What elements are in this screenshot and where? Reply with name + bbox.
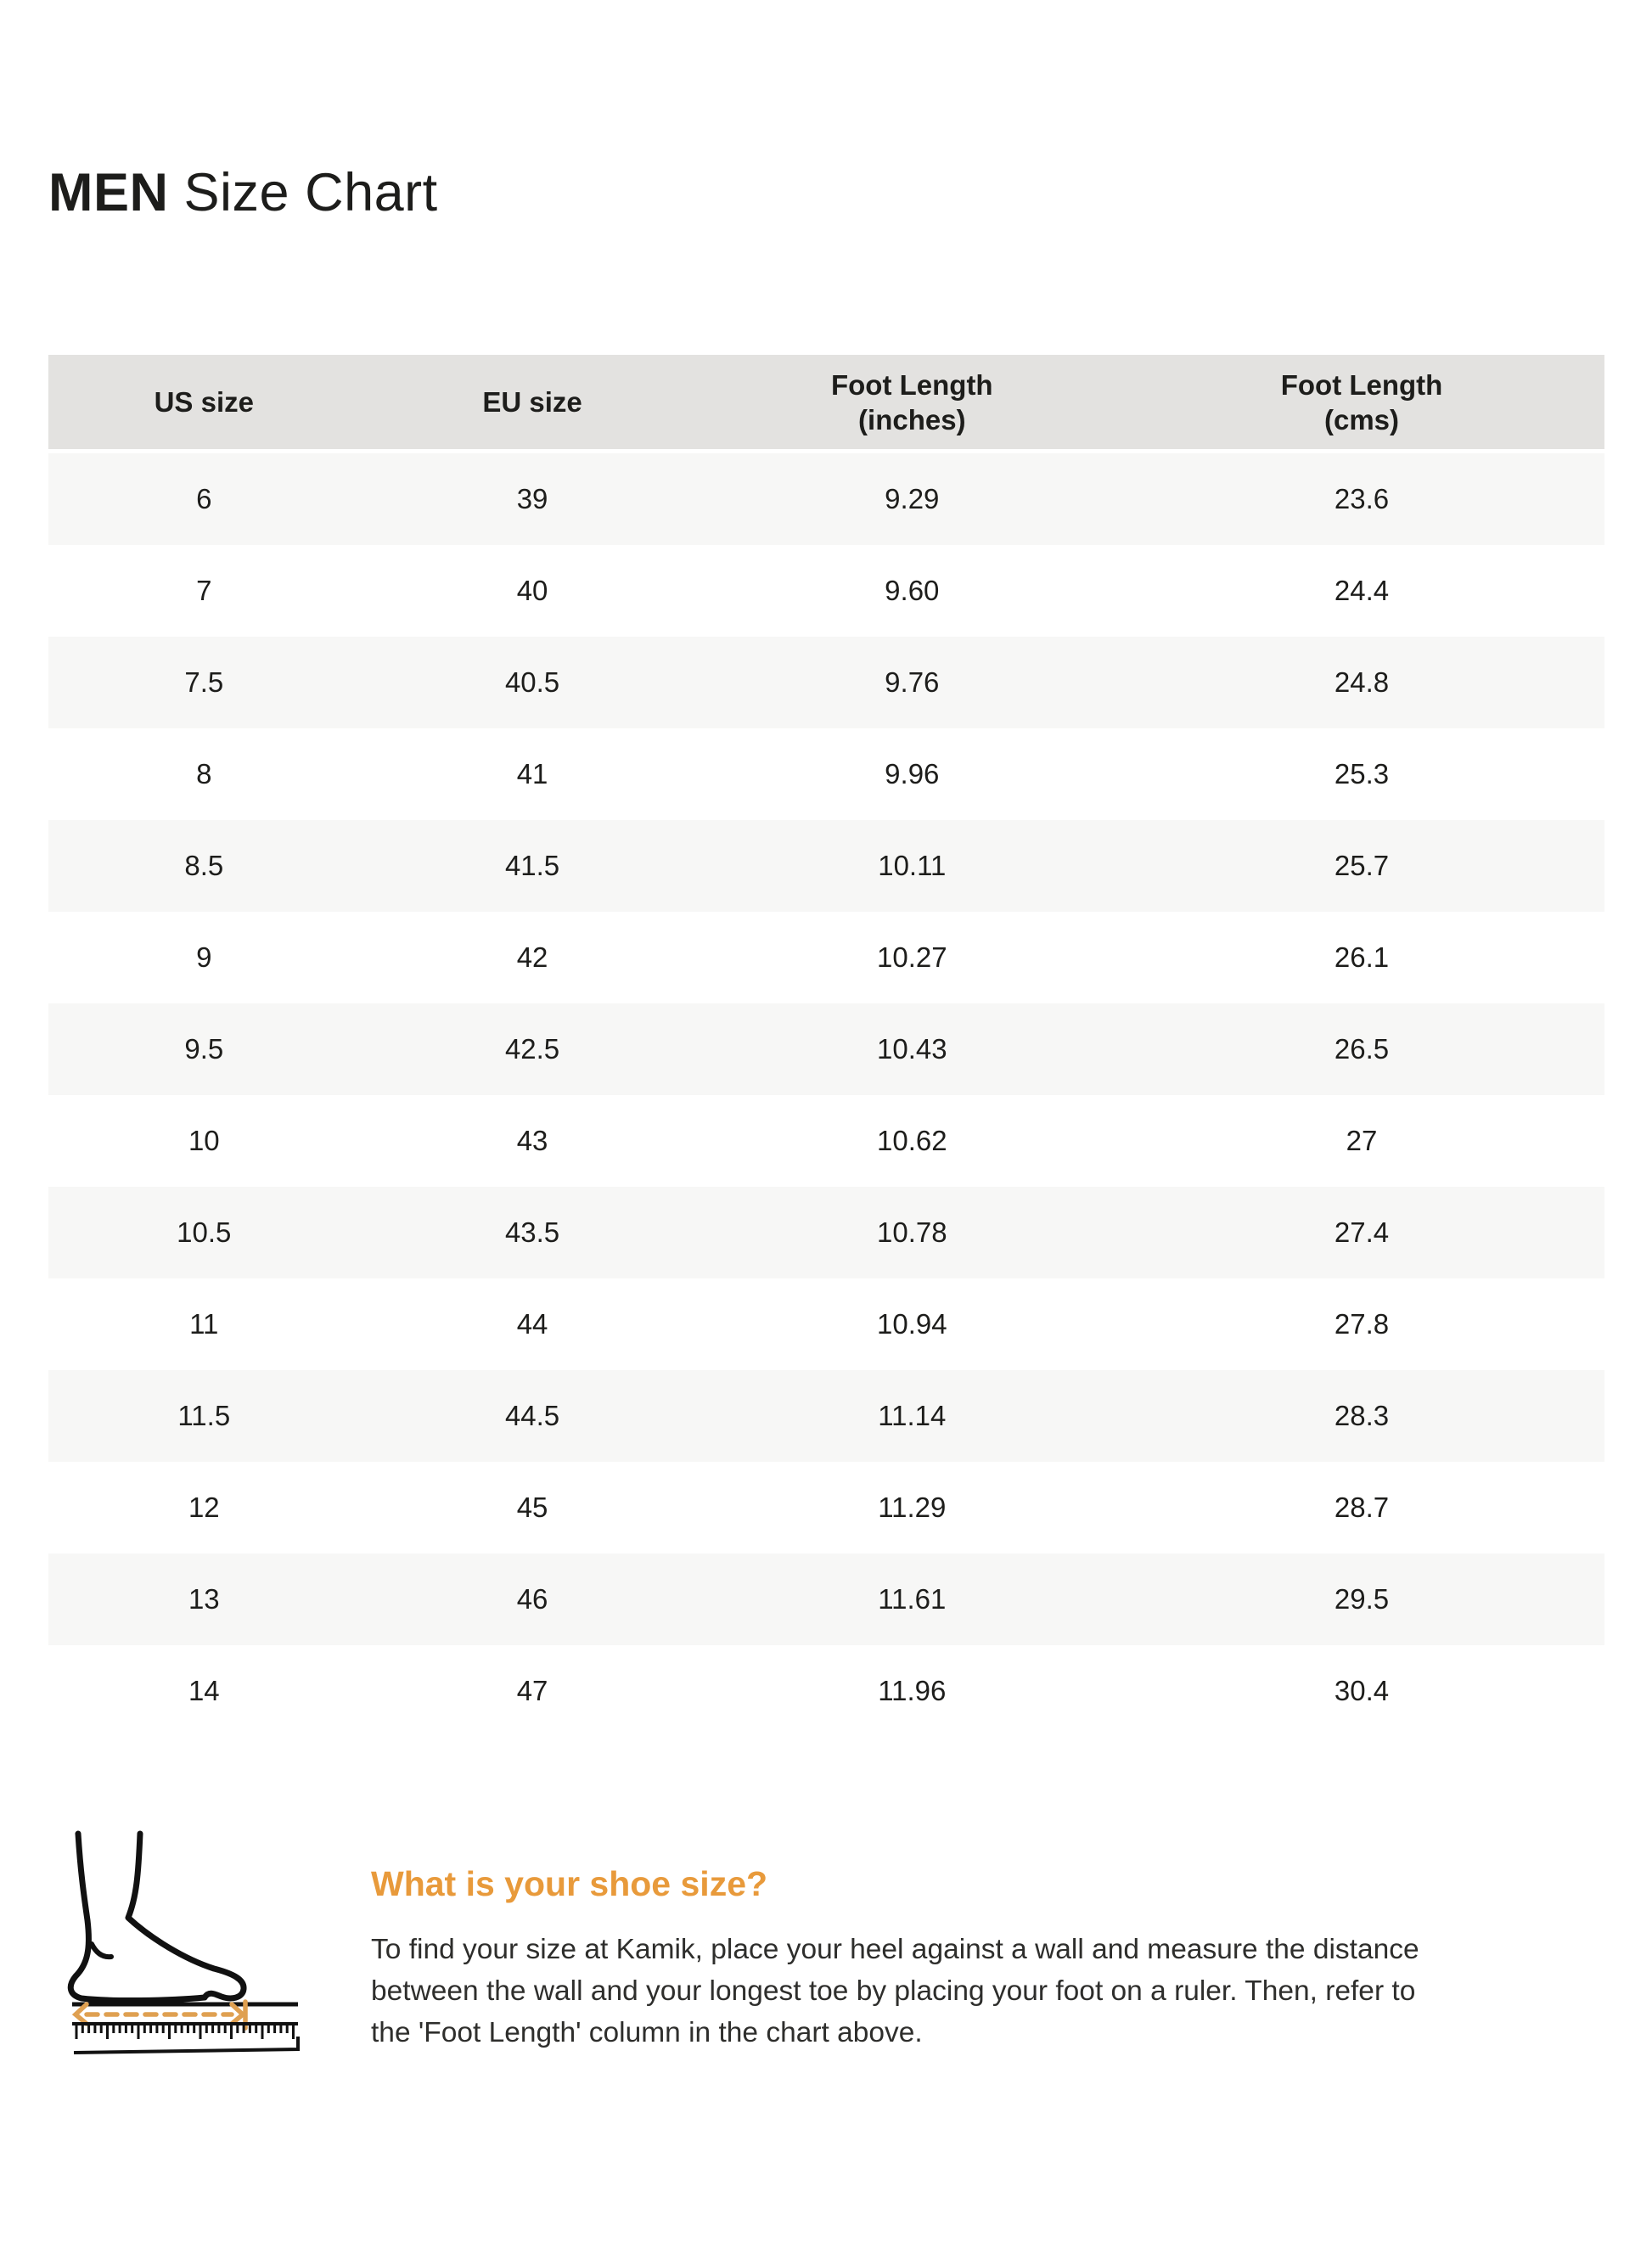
page-title-rest: Size Chart — [183, 163, 438, 222]
table-cell: 11.96 — [878, 1675, 947, 1706]
page-title-gender: MEN — [48, 163, 169, 222]
foot-outline-front — [125, 1830, 247, 2002]
table-cell: 9.60 — [885, 575, 940, 606]
header-cell: US size — [154, 386, 254, 418]
table-cell: 7.5 — [184, 666, 224, 698]
table-cell: 11.29 — [878, 1492, 947, 1523]
footer-heading: What is your shoe size? — [371, 1864, 768, 1903]
table-cell: 28.7 — [1334, 1492, 1390, 1523]
table-row: 9.5 42.5 10.43 26.5 — [48, 1003, 1604, 1095]
table-cell: 40.5 — [504, 666, 560, 698]
table-cell: 9.96 — [885, 758, 940, 789]
table-cell: 27.4 — [1334, 1216, 1390, 1248]
table-cell: 40 — [516, 575, 548, 606]
table-cell: 26.1 — [1334, 941, 1390, 973]
table-cell: 9.5 — [184, 1033, 224, 1065]
paragraph-line: To find your size at Kamik, place your h… — [371, 1934, 1419, 1965]
table-cell: 29.5 — [1334, 1583, 1390, 1615]
table-cell: 30.4 — [1334, 1675, 1390, 1706]
header-cell: Foot Length (inches) — [830, 368, 993, 435]
table-cell: 24.8 — [1334, 666, 1390, 698]
table-cell: 43 — [516, 1125, 548, 1156]
table-cell: 47 — [516, 1675, 548, 1706]
table-cell: 7 — [196, 575, 212, 606]
table-cell: 42 — [516, 941, 548, 973]
table-row: 10 43 10.62 27 — [48, 1095, 1604, 1187]
table-cell: 14 — [188, 1675, 220, 1706]
table-cell: 41.5 — [504, 850, 560, 881]
foot-outline-heel — [67, 1830, 208, 2004]
paragraph-line: the 'Foot Length' column in the chart ab… — [371, 2017, 923, 2048]
table-cell: 11 — [189, 1308, 219, 1340]
table-row: 7 40 9.60 24.4 — [48, 545, 1604, 637]
table-cell: 44.5 — [504, 1400, 560, 1431]
table-row: 6 39 9.29 23.6 — [48, 453, 1604, 545]
table-cell: 24.4 — [1334, 575, 1390, 606]
table-cell: 8 — [196, 758, 212, 789]
table-row: 11.5 44.5 11.14 28.3 — [48, 1370, 1604, 1462]
table-cell: 11.14 — [878, 1400, 947, 1431]
table-cell: 43.5 — [504, 1216, 560, 1248]
table-cell: 10.5 — [177, 1216, 232, 1248]
table-cell: 6 — [196, 483, 212, 514]
table-cell: 45 — [516, 1492, 548, 1523]
table-row: 8 41 9.96 25.3 — [48, 728, 1604, 820]
table-row: 7.5 40.5 9.76 24.8 — [48, 637, 1604, 728]
table-cell: 25.7 — [1334, 850, 1390, 881]
table-cell: 8.5 — [184, 850, 224, 881]
ruler-ticks — [75, 2025, 295, 2039]
table-row: 9 42 10.27 26.1 — [48, 912, 1604, 1003]
table-cell: 10.11 — [878, 850, 947, 881]
paragraph-line: between the wall and your longest toe by… — [371, 1975, 1416, 2007]
table-cell: 41 — [516, 758, 548, 789]
table-cell: 39 — [516, 483, 548, 514]
ruler-bottom-line — [73, 2037, 300, 2054]
table-cell: 44 — [516, 1308, 548, 1340]
table-cell: 12 — [188, 1492, 220, 1523]
table-row: 14 47 11.96 30.4 — [48, 1645, 1604, 1737]
table-body: 6 39 9.29 23.6 7 40 9.60 24.4 7.5 40.5 9.76 24.8 8 41… — [48, 453, 1604, 1737]
table-row: 8.5 41.5 10.11 25.7 — [48, 820, 1604, 912]
table-cell: 10.27 — [877, 941, 947, 973]
table-cell: 10 — [188, 1125, 220, 1156]
table-row: 11 44 10.94 27.8 — [48, 1278, 1604, 1370]
table-row: 10.5 43.5 10.78 27.4 — [48, 1187, 1604, 1278]
table-cell: 13 — [188, 1583, 220, 1615]
table-cell: 28.3 — [1334, 1400, 1390, 1431]
table-cell: 46 — [516, 1583, 548, 1615]
table-cell: 9 — [196, 941, 212, 973]
table-cell: 23.6 — [1334, 483, 1390, 514]
table-cell: 11.61 — [878, 1583, 947, 1615]
table-cell: 9.29 — [885, 483, 940, 514]
table-cell: 42.5 — [504, 1033, 560, 1065]
table-cell: 10.43 — [877, 1033, 947, 1065]
page-title: MEN Size Chart — [48, 163, 438, 222]
table-cell: 26.5 — [1334, 1033, 1390, 1065]
header-cell: Foot Length (cms) — [1280, 368, 1443, 435]
table-cell: 10.94 — [877, 1308, 947, 1340]
table-row: 12 45 11.29 28.7 — [48, 1462, 1604, 1554]
table-cell: 27.8 — [1334, 1308, 1390, 1340]
table-cell: 27 — [1346, 1125, 1378, 1156]
foot-on-ruler-icon — [67, 1830, 300, 2054]
footer-paragraph: To find your size at Kamik, place your h… — [371, 1929, 1419, 2054]
table-cell: 11.5 — [177, 1400, 231, 1431]
header-cell: EU size — [482, 386, 582, 418]
table-cell: 25.3 — [1334, 758, 1390, 789]
table-row: 13 46 11.61 29.5 — [48, 1554, 1604, 1645]
table-cell: 10.62 — [877, 1125, 947, 1156]
table-cell: 9.76 — [885, 666, 940, 698]
size-table: US size EU size Foot Length (inches) Foot Le… — [48, 355, 1604, 1737]
table-cell: 10.78 — [877, 1216, 947, 1248]
ankle-accent-line — [89, 1941, 114, 1960]
table-header-row: US size EU size Foot Length (inches) Foot Le… — [48, 355, 1604, 449]
